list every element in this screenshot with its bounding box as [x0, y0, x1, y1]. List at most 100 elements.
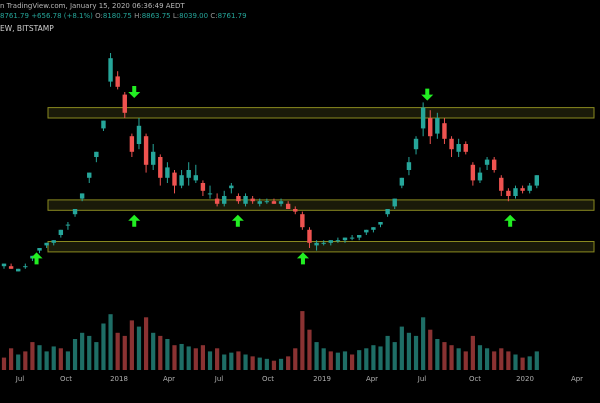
arrow-up-3: [231, 214, 244, 227]
candle-body-37: [264, 201, 270, 203]
candle-body-26: [186, 170, 191, 178]
low-value: 8039.00: [179, 12, 209, 20]
volume-bar-46: [328, 351, 333, 370]
volume-bar-28: [200, 345, 206, 370]
candle-body-69: [491, 159, 497, 170]
volume-bar-11: [80, 332, 85, 370]
candle-body-64: [456, 144, 461, 152]
time-axis[interactable]: Jul Oct 2018 Apr Jul Oct 2019 Apr Jul Oct 2020 Apr: [15, 375, 583, 383]
candle-body-40: [285, 203, 291, 209]
candle-body-21: [150, 151, 156, 165]
candle-body-29: [207, 193, 213, 195]
open-label: O:: [95, 12, 103, 20]
candle-body-18: [129, 136, 135, 152]
candle-body-56: [399, 177, 405, 186]
candle-body-16: [115, 76, 120, 87]
candle-body-13: [94, 151, 99, 157]
volume-bar-27: [193, 348, 198, 370]
candle-body-57: [406, 162, 412, 170]
volume-bar-10: [72, 339, 78, 370]
candle-body-60: [428, 118, 433, 137]
candle-body-9: [65, 224, 71, 226]
ohlc-readout: 8761.79 +656.78 (+8.1%) O:8180.75 H:8863…: [0, 12, 247, 21]
volume-bar-7: [51, 346, 56, 370]
volume-bar-42: [300, 311, 305, 370]
candle-body-24: [172, 172, 177, 186]
volume-bar-52: [371, 345, 376, 370]
volume-bar-67: [477, 345, 483, 370]
candle-body-17: [122, 94, 127, 113]
candle-body-10: [72, 209, 78, 215]
candle-body-0: [1, 263, 7, 267]
volume-bar-69: [492, 351, 497, 370]
volume-bar-57: [406, 332, 412, 370]
volume-bar-63: [449, 345, 454, 370]
volume-bar-3: [23, 351, 28, 370]
candle-body-66: [470, 164, 476, 181]
volume-bar-36: [257, 357, 262, 370]
volume-bar-71: [506, 351, 511, 370]
candle-body-44: [314, 242, 319, 246]
candle-body-28: [200, 183, 206, 191]
arrow-up-0: [30, 252, 43, 265]
candle-body-14: [101, 120, 106, 129]
x-tick-label-10: 2020: [516, 375, 534, 383]
volume-bar-56: [399, 326, 404, 370]
candle-body-62: [442, 123, 447, 139]
candle-body-27: [193, 175, 199, 181]
candle-body-50: [357, 235, 362, 238]
volume-bar-30: [215, 348, 220, 370]
volume-bar-14: [101, 323, 106, 370]
volume-bar-18: [129, 320, 134, 370]
volume-bar-15: [108, 314, 113, 370]
candle-body-39: [278, 201, 284, 204]
volume-bar-37: [264, 358, 269, 370]
volume-bar-5: [37, 345, 42, 370]
volume-bar-25: [179, 343, 184, 370]
volume-bar-58: [413, 335, 419, 370]
x-tick-label-2: 2018: [110, 375, 128, 383]
high-label: H:: [134, 12, 142, 20]
candlesticks: [1, 53, 539, 272]
volume-bar-44: [314, 342, 319, 370]
candle-body-75: [534, 175, 539, 186]
chart-header: n TradingView.com, January 15, 2020 06:3…: [0, 0, 600, 34]
volume-bar-43: [307, 329, 312, 370]
volume-bar-22: [158, 335, 163, 370]
volume-bar-0: [1, 357, 7, 370]
symbol-exchange: EW, BITSTAMP: [0, 24, 54, 33]
candle-body-54: [385, 209, 390, 215]
candle-body-11: [79, 193, 85, 199]
candle-body-33: [236, 196, 241, 202]
volume-bar-53: [378, 346, 383, 370]
candle-body-31: [222, 196, 227, 204]
volume-bar-38: [271, 360, 277, 370]
volume-bar-23: [165, 339, 170, 370]
candle-body-65: [463, 144, 468, 152]
volume-bar-2: [16, 354, 21, 370]
candle-body-48: [342, 237, 348, 241]
candle-body-74: [527, 185, 532, 191]
volume-bar-16: [115, 332, 120, 370]
volume-bar-12: [87, 335, 92, 370]
volume-bar-1: [9, 348, 14, 370]
open-value: 8180.75: [102, 12, 132, 20]
candle-body-19: [136, 125, 142, 144]
volume-bar-21: [151, 332, 156, 370]
signal-arrows: [30, 86, 517, 265]
candle-body-72: [513, 188, 518, 196]
zone-0: [47, 107, 595, 119]
arrow-down-5: [421, 88, 434, 101]
candle-body-32: [229, 185, 234, 189]
candle-body-34: [243, 196, 248, 204]
volume-bar-75: [534, 351, 539, 370]
candle-body-23: [165, 167, 170, 178]
x-tick-label-0: Jul: [15, 375, 25, 383]
volume-bar-39: [278, 358, 284, 370]
volume-bar-59: [421, 317, 426, 370]
candle-body-22: [158, 157, 163, 178]
candle-body-6: [44, 242, 49, 246]
volume-bar-29: [207, 351, 213, 370]
volume-bar-70: [499, 348, 504, 370]
